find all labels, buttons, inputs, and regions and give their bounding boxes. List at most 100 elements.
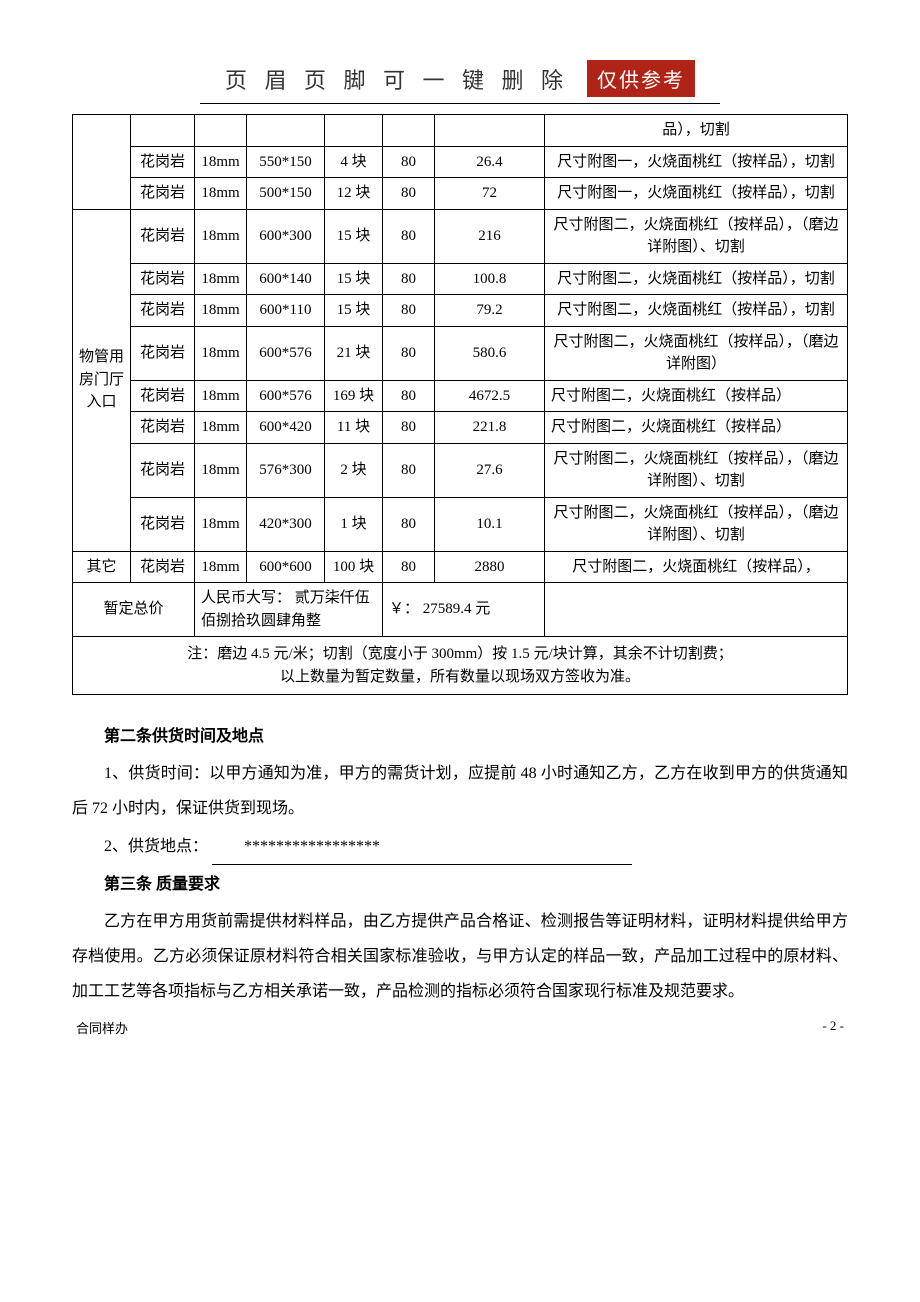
cell: 18mm xyxy=(195,412,247,444)
table-row: 花岗岩 18mm 600*420 11 块 80 221.8 尺寸附图二，火烧面… xyxy=(73,412,848,444)
note-cell: 尺寸附图二，火烧面桃红（按样品），（磨边详附图）、切割 xyxy=(545,209,848,263)
note-cell: 尺寸附图二，火烧面桃红（按样品），（磨边详附图）、切割 xyxy=(545,497,848,551)
footer-left: 合同样办 xyxy=(76,1018,128,1037)
cell: 花岗岩 xyxy=(131,497,195,551)
cell: 420*300 xyxy=(247,497,325,551)
cell: 221.8 xyxy=(435,412,545,444)
cell: 花岗岩 xyxy=(131,295,195,327)
cell xyxy=(383,115,435,147)
cell: 600*420 xyxy=(247,412,325,444)
group-label-cell: 物管用房门厅入口 xyxy=(73,209,131,551)
cell: 80 xyxy=(383,551,435,583)
cell: 12 块 xyxy=(325,178,383,210)
table-row: 其它 花岗岩 18mm 600*600 100 块 80 2880 尺寸附图二，… xyxy=(73,551,848,583)
cell: 花岗岩 xyxy=(131,551,195,583)
cell: 216 xyxy=(435,209,545,263)
note-cell: 尺寸附图二，火烧面桃红（按样品），切割 xyxy=(545,263,848,295)
page-footer: 合同样办 - 2 - xyxy=(72,1018,848,1037)
table-row: 物管用房门厅入口 花岗岩 18mm 600*300 15 块 80 216 尺寸… xyxy=(73,209,848,263)
cell: 80 xyxy=(383,380,435,412)
cell: 80 xyxy=(383,497,435,551)
cell: 80 xyxy=(383,326,435,380)
cell: 花岗岩 xyxy=(131,146,195,178)
cell: 80 xyxy=(383,178,435,210)
cell: 花岗岩 xyxy=(131,263,195,295)
cell: 100 块 xyxy=(325,551,383,583)
cell: 79.2 xyxy=(435,295,545,327)
table-row: 花岗岩 18mm 420*300 1 块 80 10.1 尺寸附图二，火烧面桃红… xyxy=(73,497,848,551)
cell: 100.8 xyxy=(435,263,545,295)
note-cell: 尺寸附图二，火烧面桃红（按样品） xyxy=(545,412,848,444)
section-3-p1: 乙方在甲方用货前需提供材料样品，由乙方提供产品合格证、检测报告等证明材料，证明材… xyxy=(72,904,848,1010)
cell: 580.6 xyxy=(435,326,545,380)
cell: 26.4 xyxy=(435,146,545,178)
note-cell: 品），切割 xyxy=(545,115,848,147)
note-cell: 尺寸附图二，火烧面桃红（按样品），切割 xyxy=(545,295,848,327)
cell: 花岗岩 xyxy=(131,209,195,263)
table-row: 花岗岩 18mm 550*150 4 块 80 26.4 尺寸附图一，火烧面桃红… xyxy=(73,146,848,178)
footer-page-number: - 2 - xyxy=(822,1018,844,1037)
cell: 11 块 xyxy=(325,412,383,444)
total-label: 暂定总价 xyxy=(73,583,195,637)
cell: 18mm xyxy=(195,209,247,263)
cell: 18mm xyxy=(195,497,247,551)
section-3-title: 第三条 质量要求 xyxy=(72,867,848,902)
cell: 27.6 xyxy=(435,443,545,497)
cell: 18mm xyxy=(195,443,247,497)
note-cell: 尺寸附图一，火烧面桃红（按样品），切割 xyxy=(545,178,848,210)
note-cell: 尺寸附图二，火烧面桃红（按样品） xyxy=(545,380,848,412)
table-row: 花岗岩 18mm 500*150 12 块 80 72 尺寸附图一，火烧面桃红（… xyxy=(73,178,848,210)
delivery-location-value: ***************** xyxy=(212,829,632,865)
cell: 2 块 xyxy=(325,443,383,497)
table-row: 花岗岩 18mm 600*576 169 块 80 4672.5 尺寸附图二，火… xyxy=(73,380,848,412)
total-words: 人民币大写： 贰万柒仟伍佰捌拾玖圆肆角整 xyxy=(195,583,383,637)
body-text: 第二条供货时间及地点 1、供货时间：以甲方通知为准，甲方的需货计划，应提前 48… xyxy=(72,719,848,1010)
header-divider xyxy=(200,103,720,104)
materials-table: 品），切割 花岗岩 18mm 550*150 4 块 80 26.4 尺寸附图一… xyxy=(72,114,848,695)
cell: 600*576 xyxy=(247,326,325,380)
table-row: 花岗岩 18mm 600*576 21 块 80 580.6 尺寸附图二，火烧面… xyxy=(73,326,848,380)
cell: 18mm xyxy=(195,380,247,412)
cell: 576*300 xyxy=(247,443,325,497)
header-badge: 仅供参考 xyxy=(587,60,695,97)
cell: 80 xyxy=(383,146,435,178)
cell xyxy=(195,115,247,147)
cell: 4672.5 xyxy=(435,380,545,412)
total-row: 暂定总价 人民币大写： 贰万柒仟伍佰捌拾玖圆肆角整 ￥： 27589.4 元 xyxy=(73,583,848,637)
cell xyxy=(325,115,383,147)
cell: 2880 xyxy=(435,551,545,583)
group-label-cell xyxy=(73,115,131,210)
section-2-p1: 1、供货时间：以甲方通知为准，甲方的需货计划，应提前 48 小时通知乙方，乙方在… xyxy=(72,756,848,826)
cell: 600*600 xyxy=(247,551,325,583)
table-row: 品），切割 xyxy=(73,115,848,147)
cell xyxy=(247,115,325,147)
cell: 550*150 xyxy=(247,146,325,178)
cell: 80 xyxy=(383,412,435,444)
cell: 80 xyxy=(383,295,435,327)
cell: 80 xyxy=(383,263,435,295)
delivery-location-label: 2、供货地点： xyxy=(104,838,208,855)
cell: 18mm xyxy=(195,551,247,583)
cell: 500*150 xyxy=(247,178,325,210)
cell: 169 块 xyxy=(325,380,383,412)
header-title: 页 眉 页 脚 可 一 键 删 除 xyxy=(225,63,569,95)
cell: 21 块 xyxy=(325,326,383,380)
section-2-title: 第二条供货时间及地点 xyxy=(72,719,848,754)
section-2-p2: 2、供货地点： ***************** xyxy=(72,829,848,865)
cell: 4 块 xyxy=(325,146,383,178)
cell: 18mm xyxy=(195,326,247,380)
cell xyxy=(435,115,545,147)
cell: 花岗岩 xyxy=(131,412,195,444)
total-amount: ￥： 27589.4 元 xyxy=(383,583,545,637)
cell: 18mm xyxy=(195,263,247,295)
cell xyxy=(131,115,195,147)
table-footnote: 注：磨边 4.5 元/米；切割（宽度小于 300mm）按 1.5 元/块计算，其… xyxy=(73,637,848,695)
note-cell: 尺寸附图二，火烧面桃红（按样品），（磨边详附图） xyxy=(545,326,848,380)
page: 页 眉 页 脚 可 一 键 删 除 仅供参考 品），切割 花岗岩 18mm 55… xyxy=(0,0,920,1077)
group-label-cell: 其它 xyxy=(73,551,131,583)
cell: 80 xyxy=(383,209,435,263)
page-header: 页 眉 页 脚 可 一 键 删 除 仅供参考 xyxy=(72,60,848,97)
cell: 600*576 xyxy=(247,380,325,412)
cell: 18mm xyxy=(195,178,247,210)
cell: 600*110 xyxy=(247,295,325,327)
